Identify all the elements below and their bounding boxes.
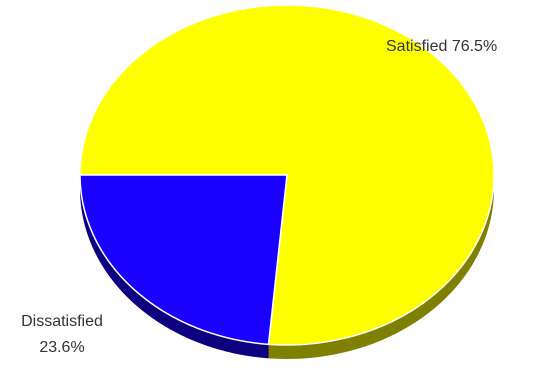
- satisfied-label: Satisfied 76.5%: [386, 38, 497, 55]
- dissatisfied-value-label: 23.6%: [39, 339, 84, 356]
- pie-sides: [80, 175, 494, 359]
- pie-tops: [79, 4, 495, 346]
- pie-side-dissatisfied: [80, 175, 269, 359]
- dissatisfied-label: Dissatisfied: [21, 313, 103, 330]
- pie-slice-dissatisfied: [79, 174, 288, 346]
